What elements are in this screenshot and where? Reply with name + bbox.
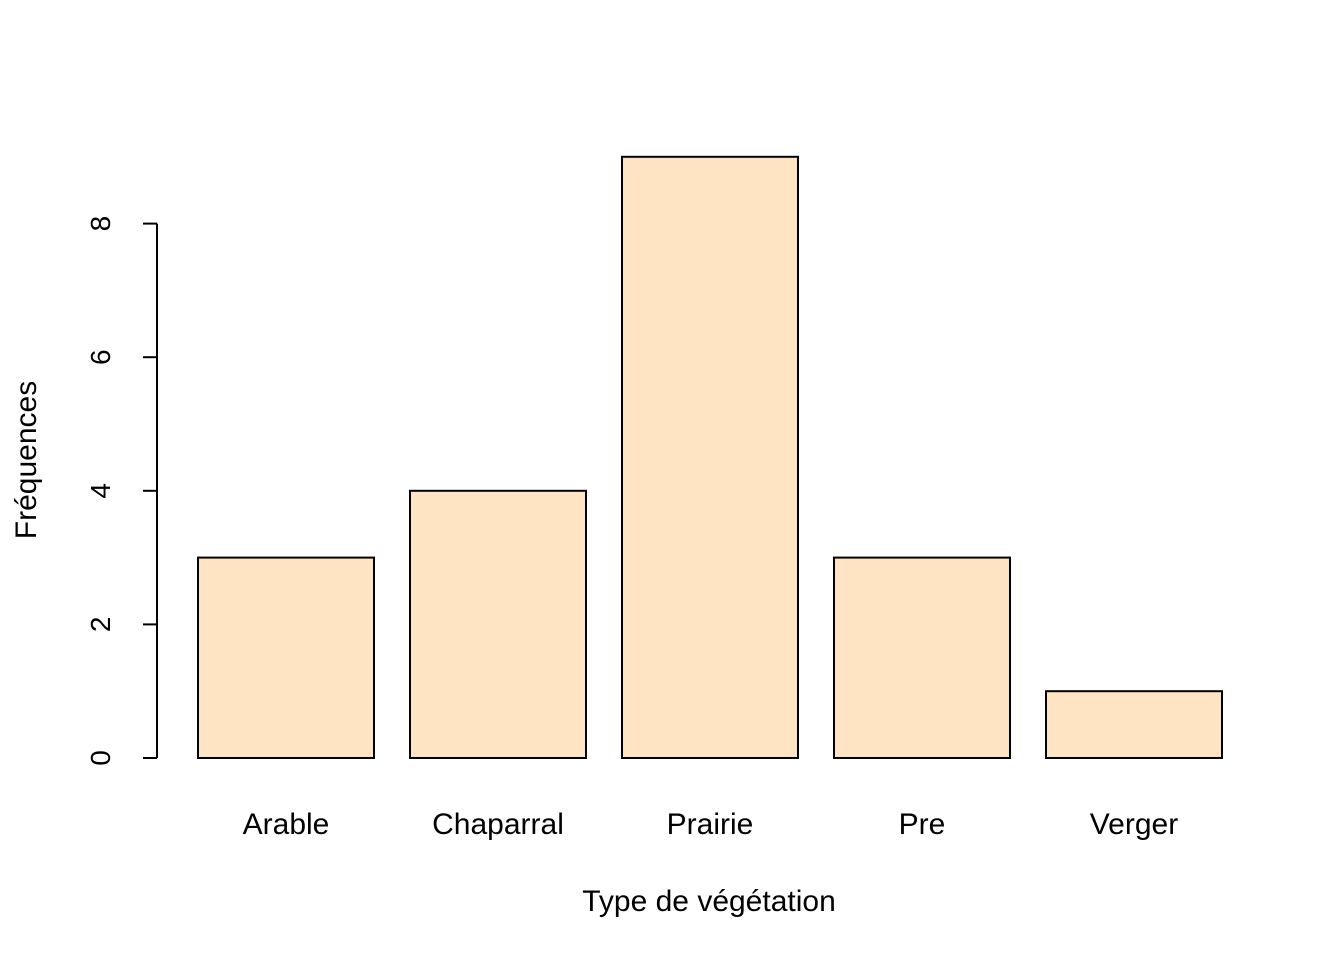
x-tick-label-verger: Verger — [1090, 808, 1178, 841]
bar-prairie — [621, 155, 799, 760]
x-axis-title: Type de végétation — [582, 885, 836, 918]
y-axis: 0 2 4 6 8 — [85, 216, 158, 766]
bar-chaparral — [409, 489, 587, 759]
bar-verger — [1045, 690, 1223, 760]
x-tick-label-pre: Pre — [899, 808, 946, 841]
y-tick-label-8: 8 — [85, 216, 116, 232]
y-tick-label-6: 6 — [85, 349, 116, 365]
y-axis-title: Fréquences — [10, 381, 43, 539]
x-tick-label-chaparral: Chaparral — [432, 808, 564, 841]
x-category-labels: Arable Chaparral Prairie Pre Verger — [243, 808, 1179, 841]
x-tick-label-arable: Arable — [243, 808, 330, 841]
y-tick-label-4: 4 — [85, 483, 116, 499]
bar-pre — [833, 556, 1011, 759]
bar-arable — [197, 556, 375, 759]
x-tick-label-prairie: Prairie — [667, 808, 754, 841]
y-tick-label-0: 0 — [85, 750, 116, 766]
y-tick-label-2: 2 — [85, 617, 116, 633]
bars-group — [197, 155, 1223, 760]
